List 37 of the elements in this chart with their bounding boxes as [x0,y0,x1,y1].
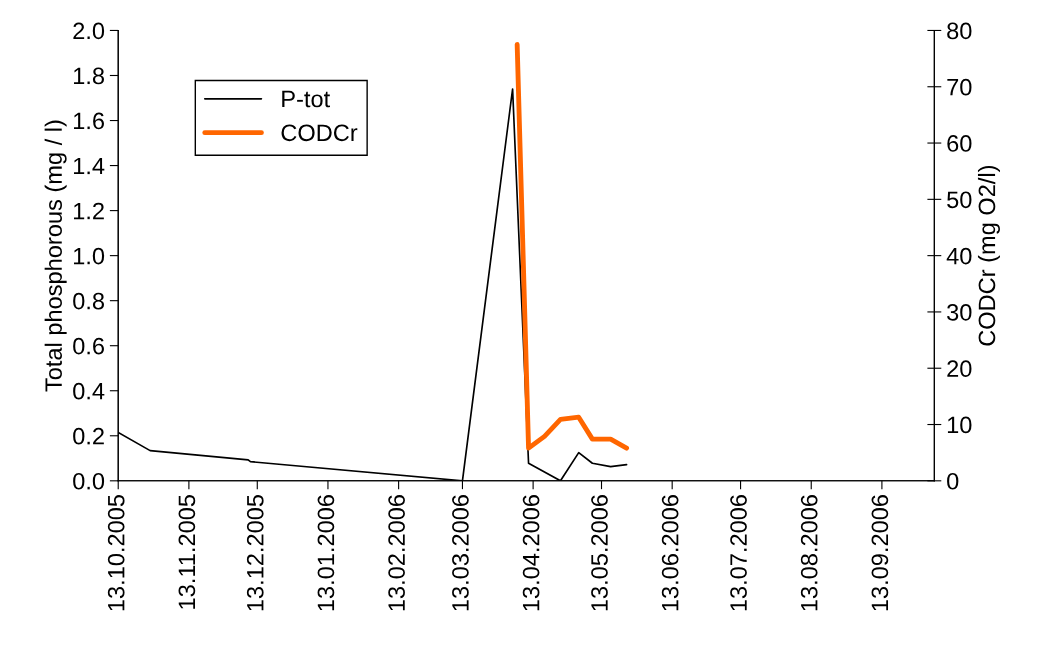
y-tick-label: 2.0 [73,22,105,40]
x-tick-label: 13.01.2006 [317,495,335,611]
y-axis-title: Total phosphorous (mg / l) [44,120,67,392]
x-tick-label: 13.04.2006 [522,495,540,611]
y-tick-label: 0.4 [73,382,105,400]
line-series [514,42,630,451]
x-tick-label: 13.06.2006 [661,495,679,611]
legend-label: P-tot [282,90,330,108]
y-tick-label: 1.0 [74,247,105,265]
x-tick-label: 13.11.2005 [178,494,196,609]
x-tick-label: 13.05.2006 [591,495,608,611]
legend-label: CODCr [281,124,358,142]
y2-tick-label: 70 [947,78,972,96]
y-tick-label: 0.0 [73,472,105,490]
y-tick-label: 1.2 [74,202,104,220]
x-tick-label: 13.03.2006 [452,495,469,611]
x-tick-label: 13.08.2006 [800,495,818,611]
y-tick-label: 1.4 [74,157,105,175]
y-tick-label: 1.6 [74,112,104,130]
y2-tick-label: 50 [947,191,972,209]
x-tick-label: 13.07.2006 [730,495,747,611]
y2-tick-label: 60 [947,135,972,152]
y2-tick-label: 40 [946,247,972,265]
y2-tick-label: 20 [947,360,972,378]
y2-tick-label: 0 [947,472,959,490]
y-tick-label: 1.8 [74,67,104,85]
x-tick-label: 13.12.2005 [246,494,264,611]
y2-tick-label: 10 [947,416,972,434]
y-tick-label: 0.2 [73,427,104,445]
x-tick-label: 13.09.2006 [871,495,889,611]
y2-tick-label: 30 [947,304,972,321]
y2-axis-title: CODCr (mg O2/l) [977,165,1000,346]
y2-tick-label: 80 [947,22,972,40]
y-tick-label: 0.6 [73,337,104,355]
x-tick-label: 13.10.2005 [107,494,125,611]
y-tick-label: 0.8 [73,292,104,310]
x-tick-label: 13.02.2006 [388,495,405,611]
